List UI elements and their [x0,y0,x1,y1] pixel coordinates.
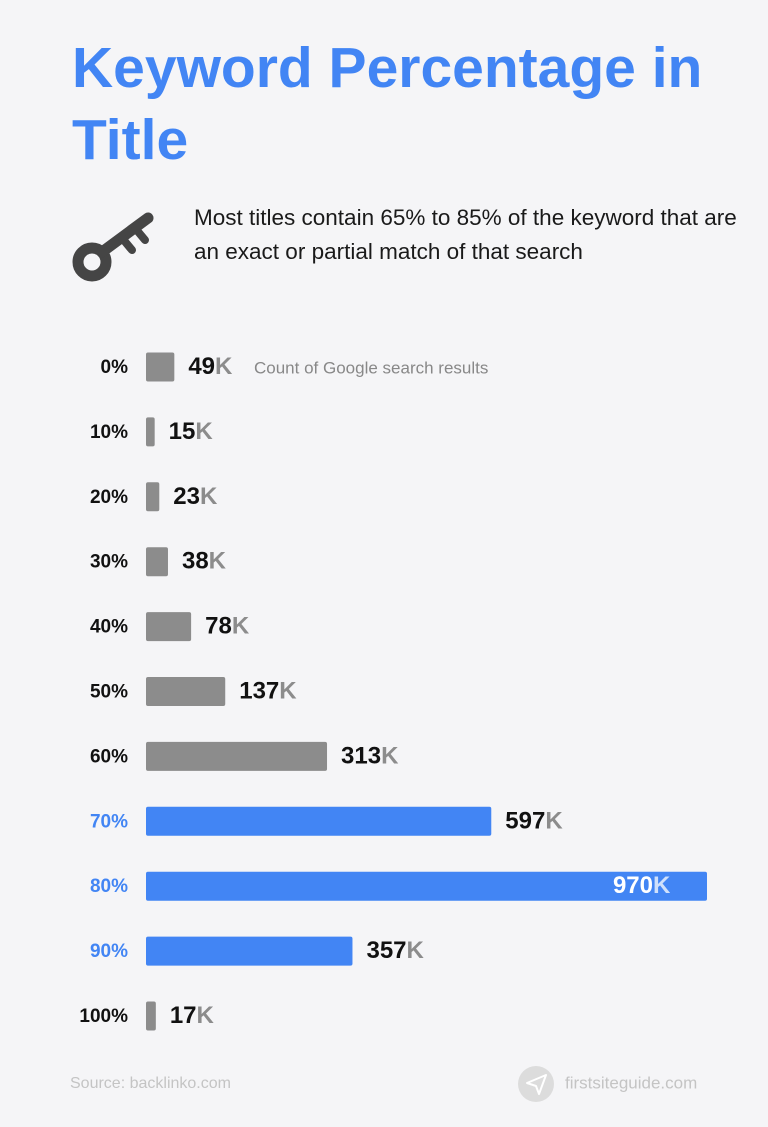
category-label: 30% [90,552,128,573]
bar [146,741,328,771]
category-label: 20% [90,487,128,508]
bar [146,482,160,512]
bar [146,612,192,642]
value-unit: K [197,1002,215,1029]
bar [146,806,492,836]
category-label: 70% [90,811,128,832]
value-number: 970 [613,873,653,900]
value-unit: K [407,937,425,964]
key-icon [72,212,154,282]
category-label: 40% [90,617,128,638]
value-unit: K [545,808,563,835]
bar [146,417,155,447]
bar [146,352,175,382]
value-number: 49 [188,353,215,380]
bar [146,677,226,706]
value-label: 597K [505,808,563,835]
value-label: 49K [188,353,233,380]
value-unit: K [215,353,233,380]
value-unit: K [200,483,218,510]
value-number: 137 [239,678,279,705]
value-number: 15 [169,418,196,445]
annotation: Count of Google search results [254,358,488,377]
brand: firstsiteguide.com [565,1073,697,1092]
value-number: 313 [341,743,381,770]
value-label: 357K [366,937,424,964]
category-label: 60% [90,746,128,767]
source: Source: backlinko.com [70,1075,231,1092]
bar [146,936,353,966]
category-label: 0% [101,357,129,378]
value-unit: K [195,418,213,445]
brand-logo [518,1066,554,1102]
value-number: 357 [366,937,406,964]
value-unit: K [209,548,227,575]
value-label: 137K [239,678,297,705]
bar [146,871,707,901]
value-label: 23K [173,483,218,510]
category-label: 90% [90,941,128,962]
value-number: 17 [170,1002,197,1029]
category-label: 100% [79,1006,128,1027]
value-label: 313K [341,743,399,770]
value-number: 38 [182,548,209,575]
subtitle: Most titles contain 65% to 85% of the ke… [194,205,737,264]
value-label: 970K [613,873,671,900]
chart-title: Keyword Percentage in Title [72,36,703,172]
category-label: 80% [90,876,128,897]
value-unit: K [232,613,250,640]
value-label: 78K [205,613,250,640]
value-unit: K [279,678,297,705]
value-number: 23 [173,483,200,510]
bar [146,1001,156,1031]
category-label: 10% [90,422,128,443]
value-label: 17K [170,1002,215,1029]
value-unit: K [653,873,671,900]
value-number: 78 [205,613,232,640]
category-label: 50% [90,682,128,703]
value-number: 597 [505,808,545,835]
value-label: 15K [169,418,214,445]
bar [146,547,168,577]
value-unit: K [381,743,399,770]
value-label: 38K [182,548,227,575]
